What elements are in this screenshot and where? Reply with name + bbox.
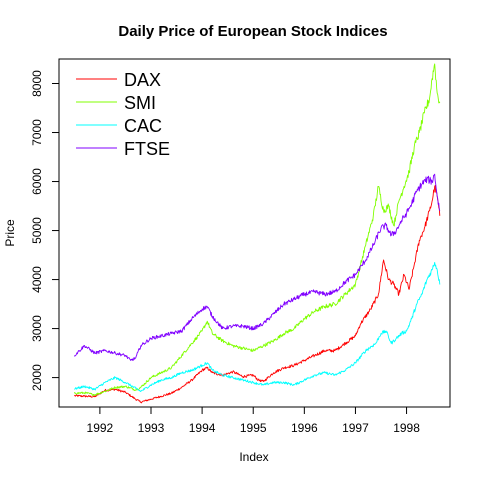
- x-tick-label: 1996: [291, 421, 318, 435]
- y-tick-label: 4000: [30, 266, 44, 293]
- y-axis: 2000 3000 4000 5000 6000 7000 8000: [30, 70, 60, 391]
- x-axis: 1992 1993 1994 1995 1996 1997 1998: [87, 406, 420, 435]
- x-tick-label: 1995: [240, 421, 267, 435]
- x-tick-label: 1992: [87, 421, 114, 435]
- series-lines: [73, 63, 441, 404]
- y-tick-label: 6000: [30, 168, 44, 195]
- x-tick-label: 1998: [393, 421, 420, 435]
- x-tick-label: 1993: [138, 421, 165, 435]
- legend: DAX SMI CAC FTSE: [76, 70, 170, 159]
- y-tick-label: 2000: [30, 364, 44, 391]
- legend-label-ftse: FTSE: [124, 139, 170, 159]
- series-line-smi: [73, 63, 441, 397]
- legend-label-dax: DAX: [124, 70, 161, 90]
- series-line-ftse: [73, 173, 441, 361]
- legend-label-cac: CAC: [124, 116, 162, 136]
- plot-frame: [58, 58, 451, 408]
- series-line-dax: [74, 184, 441, 404]
- y-tick-label: 8000: [30, 70, 44, 97]
- x-tick-label: 1994: [189, 421, 216, 435]
- x-tick-label: 1997: [342, 421, 369, 435]
- y-tick-label: 3000: [30, 315, 44, 342]
- legend-label-smi: SMI: [124, 93, 156, 113]
- series-line-cac: [74, 261, 441, 392]
- y-axis-label: Price: [3, 219, 17, 247]
- chart-title: Daily Price of European Stock Indices: [118, 23, 387, 40]
- x-axis-label: Index: [239, 450, 268, 464]
- y-tick-label: 7000: [30, 119, 44, 146]
- y-tick-label: 5000: [30, 217, 44, 244]
